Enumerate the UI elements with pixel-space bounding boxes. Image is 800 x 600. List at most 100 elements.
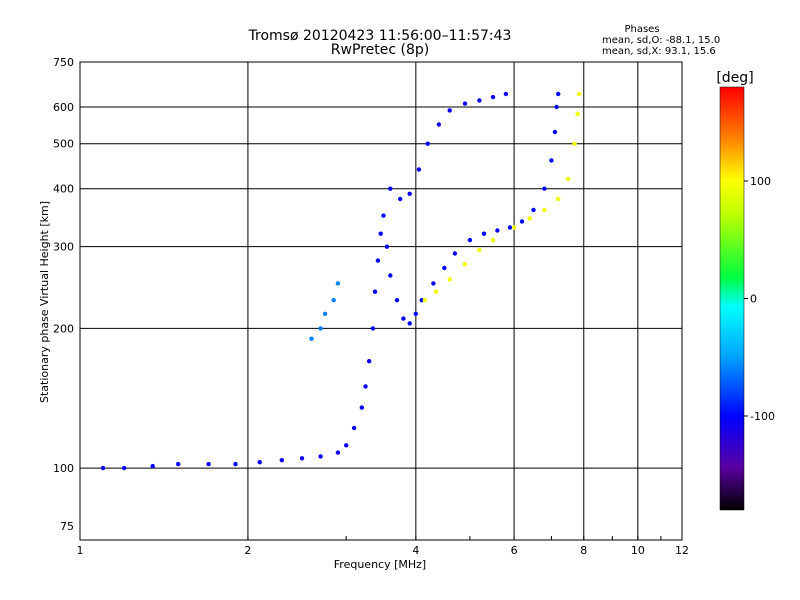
data-point-0-7	[279, 458, 284, 463]
data-point-3-11	[572, 141, 577, 146]
data-point-2-6	[447, 108, 452, 113]
y-axis-label: Stationary phase Virtual Height [km]	[38, 201, 51, 403]
y-tick-label: 400	[53, 183, 74, 196]
colorbar	[719, 86, 745, 511]
data-point-1-15	[467, 237, 473, 243]
x-tick-label: 4	[412, 544, 419, 557]
data-point-1-0	[370, 326, 376, 331]
data-point-4-0	[309, 336, 314, 341]
data-point-1-25	[556, 91, 561, 97]
plot-frame	[79, 61, 683, 541]
data-point-3-6	[511, 225, 517, 230]
data-point-3-8	[542, 207, 547, 213]
data-point-1-22	[549, 158, 554, 163]
data-point-1-10	[413, 311, 418, 316]
phases-title: Phases	[624, 24, 659, 35]
data-point-4-4	[335, 281, 341, 286]
data-point-0-13	[359, 405, 364, 410]
data-point-2-9	[490, 94, 496, 100]
x-axis: 1 2 4 6 8 10 12	[77, 536, 689, 557]
data-point-3-5	[490, 237, 496, 243]
data-point-0-1	[122, 465, 127, 471]
data-point-0-14	[363, 384, 368, 389]
data-point-1-12	[431, 281, 436, 286]
data-points	[100, 91, 582, 471]
x-tick-label: 6	[511, 544, 518, 557]
data-point-3-7	[527, 216, 532, 221]
data-point-1-7	[394, 298, 400, 303]
data-point-1-17	[495, 228, 500, 233]
data-point-2-0	[388, 186, 393, 191]
y-tick-label: 300	[53, 241, 74, 254]
data-point-0-9	[318, 454, 323, 459]
x-axis-label: Frequency [MHz]	[334, 558, 426, 571]
y-tick-label: 75	[60, 520, 74, 533]
data-point-1-3	[378, 231, 383, 236]
data-point-0-2	[150, 463, 155, 469]
data-point-0-15	[367, 359, 372, 364]
data-point-1-13	[442, 265, 447, 271]
x-tick-label: 8	[580, 544, 587, 557]
colorbar-tick-label: 0	[750, 293, 757, 306]
colorbar-tick-label: 100	[750, 175, 771, 188]
data-point-2-8	[477, 98, 482, 103]
y-tick-label: 200	[53, 322, 74, 335]
data-point-3-13	[577, 91, 582, 97]
colorbar-label: [deg]	[716, 70, 753, 86]
data-point-2-1	[398, 196, 403, 202]
data-point-3-3	[462, 262, 468, 267]
data-point-2-7	[462, 101, 468, 106]
data-point-3-10	[565, 176, 571, 182]
x-tick-label: 10	[631, 544, 645, 557]
data-point-0-11	[344, 443, 349, 448]
data-point-1-19	[519, 219, 525, 224]
x-tick-label: 2	[244, 544, 251, 557]
data-point-2-4	[425, 141, 430, 146]
data-point-0-3	[176, 461, 181, 467]
y-tick-label: 750	[53, 56, 74, 69]
data-point-0-4	[206, 461, 211, 467]
data-point-2-10	[503, 91, 509, 97]
data-point-1-9	[407, 321, 412, 326]
colorbar-tick-label: -100	[750, 410, 775, 423]
y-tick-label: 500	[53, 138, 74, 151]
data-point-4-1	[318, 326, 323, 331]
data-point-3-1	[434, 289, 439, 294]
data-point-1-14	[452, 251, 458, 256]
chart-title: Tromsø 20120423 11:56:00–11:57:43	[248, 28, 512, 44]
data-point-1-8	[401, 316, 406, 321]
data-point-2-2	[407, 191, 412, 196]
data-point-2-3	[416, 167, 422, 172]
data-point-3-4	[477, 247, 482, 253]
chart-subtitle: RwPretec (8p)	[331, 42, 429, 58]
grid-lines	[80, 62, 682, 540]
data-point-0-0	[100, 465, 106, 471]
data-point-0-5	[233, 461, 238, 467]
data-point-3-12	[575, 111, 580, 117]
data-point-0-6	[257, 460, 262, 465]
data-point-1-21	[542, 186, 547, 191]
phases-o: mean, sd,O: -88.1, 15.0	[602, 35, 720, 46]
phases-x: mean, sd,X: 93.1, 15.6	[602, 46, 716, 57]
data-point-0-12	[351, 425, 357, 431]
data-point-1-2	[375, 258, 381, 263]
data-point-1-23	[552, 129, 558, 135]
y-axis: 75 100 200 300 400 500 600 750	[53, 56, 74, 533]
x-tick-label: 12	[675, 544, 689, 557]
data-point-0-10	[335, 450, 341, 455]
data-point-1-16	[481, 231, 487, 236]
data-point-1-18	[507, 225, 513, 230]
data-point-0-8	[299, 456, 305, 461]
y-tick-label: 600	[53, 101, 74, 114]
data-point-1-6	[388, 273, 393, 278]
data-point-1-4	[381, 213, 386, 218]
data-point-1-1	[372, 289, 378, 294]
colorbar-ticks: 100 0 -100	[744, 175, 775, 423]
data-point-4-3	[331, 298, 336, 303]
data-point-1-20	[531, 207, 536, 213]
data-point-1-24	[554, 104, 559, 110]
data-point-1-5	[384, 244, 390, 249]
data-point-4-2	[322, 311, 328, 316]
